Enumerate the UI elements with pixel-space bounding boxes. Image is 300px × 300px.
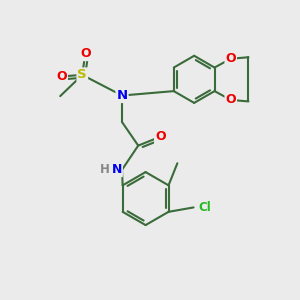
Text: O: O	[225, 93, 236, 106]
Text: O: O	[225, 52, 236, 65]
Text: H: H	[99, 163, 109, 176]
Text: S: S	[77, 68, 87, 81]
Text: N: N	[112, 163, 122, 176]
Text: O: O	[56, 70, 67, 83]
Text: O: O	[80, 47, 91, 60]
Text: O: O	[155, 130, 166, 143]
Text: Cl: Cl	[198, 201, 211, 214]
Text: N: N	[116, 89, 128, 102]
